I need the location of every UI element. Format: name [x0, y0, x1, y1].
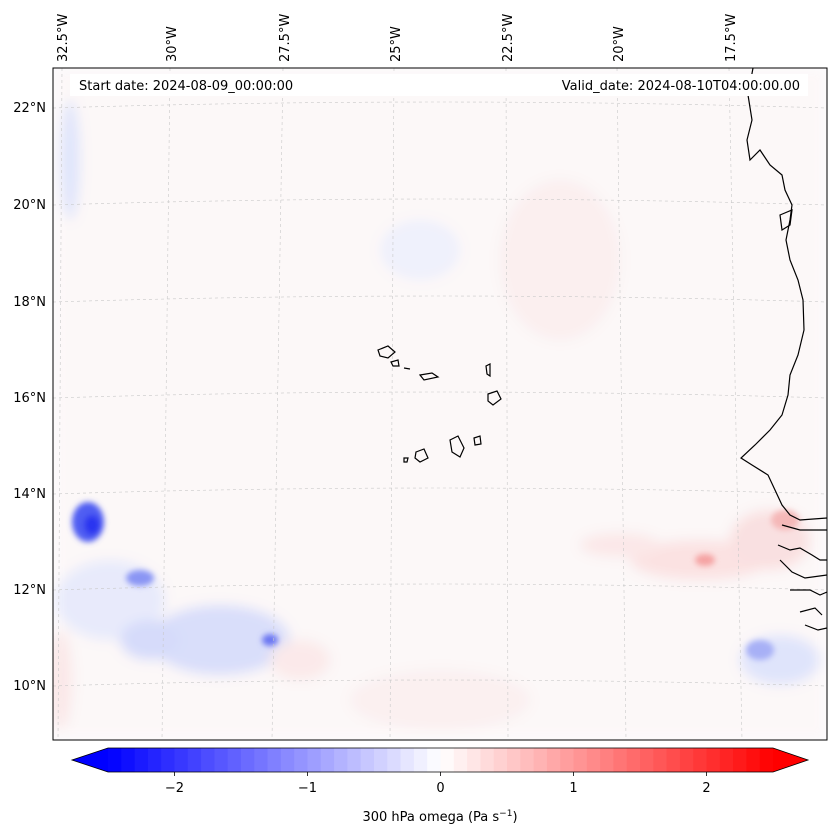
lat-label-20n: 20°N [13, 198, 46, 213]
colorbar-outline [70, 747, 810, 773]
colorbar-cell [108, 748, 122, 772]
lat-label-12n: 12°N [13, 583, 46, 598]
colorbar-cell [706, 748, 721, 772]
lat-label-14n: 14°N [13, 487, 46, 502]
colorbar: −2 −1 0 1 2 300 hPa omega (Pa s−1) [70, 747, 810, 825]
colorbar-cells [72, 748, 808, 772]
lon-label-30w: 30°W [165, 26, 180, 62]
colorbar-cell [161, 748, 175, 772]
colorbar-cell [400, 748, 415, 772]
colorbar-cell [267, 748, 282, 772]
lat-label-22n: 22°N [13, 101, 46, 116]
lon-label-22-5w: 22.5°W [501, 14, 516, 62]
colorbar-cell [201, 748, 215, 772]
colorbar-cell [480, 748, 495, 772]
colorbar-cell [679, 748, 694, 772]
lon-label-20w: 20°W [612, 26, 627, 62]
colorbar-cell [520, 748, 534, 772]
colorbar-cell [280, 748, 295, 772]
colorbar-extend-max [773, 748, 808, 772]
colorbar-cell [347, 748, 362, 772]
colorbar-extend-min [72, 748, 108, 772]
latitude-labels: 22°N 20°N 18°N 16°N 14°N 12°N 10°N [13, 101, 46, 694]
colorbar-cell [759, 748, 774, 772]
colorbar-cell [493, 748, 508, 772]
colorbar-cell [626, 748, 641, 772]
colorbar-cell [294, 748, 308, 772]
colorbar-tick-label: −1 [298, 781, 317, 796]
colorbar-tick-label: −2 [165, 781, 184, 796]
colorbar-cell [174, 748, 189, 772]
colorbar-cell [413, 748, 428, 772]
colorbar-cell [546, 748, 561, 772]
lon-label-32-5w: 32.5°W [56, 14, 71, 62]
colorbar-tick-label: 2 [702, 781, 710, 796]
colorbar-cell [134, 748, 149, 772]
colorbar-cell [507, 748, 521, 772]
lat-label-16n: 16°N [13, 391, 46, 406]
date-header-box [70, 74, 808, 96]
colorbar-cell [427, 748, 441, 772]
colorbar-cell [387, 748, 401, 772]
colorbar-cell [453, 748, 468, 772]
lat-label-18n: 18°N [13, 295, 46, 310]
colorbar-cell [320, 748, 335, 772]
lon-label-17-5w: 17.5°W [724, 14, 739, 62]
colorbar-cell [653, 748, 667, 772]
omega-field [53, 68, 827, 740]
colorbar-cell [586, 748, 601, 772]
coastline [740, 68, 827, 631]
colorbar-cell [214, 748, 229, 772]
colorbar-cell [187, 748, 202, 772]
colorbar-cell [307, 748, 322, 772]
lon-label-25w: 25°W [389, 26, 404, 62]
colorbar-cell [560, 748, 574, 772]
lat-label-10n: 10°N [13, 679, 46, 694]
colorbar-tick-label: 0 [436, 781, 444, 796]
colorbar-cell [254, 748, 268, 772]
map-frame [52, 67, 828, 741]
colorbar-cell [533, 748, 548, 772]
colorbar-cell [600, 748, 614, 772]
lon-label-27-5w: 27.5°W [278, 14, 293, 62]
colorbar-label: 300 hPa omega (Pa s−1) [362, 809, 517, 825]
colorbar-cell [121, 748, 135, 772]
colorbar-cell [360, 748, 375, 772]
valid-date-label: Valid_date: 2024-08-10T04:00:00.00 [562, 79, 800, 94]
longitude-labels: 32.5°W 30°W 27.5°W 25°W 22.5°W 20°W 17.5… [56, 14, 739, 62]
colorbar-tick-label: 1 [569, 781, 577, 796]
colorbar-cell [666, 748, 681, 772]
colorbar-ticks: −2 −1 0 1 2 [165, 772, 711, 796]
colorbar-cell [467, 748, 481, 772]
colorbar-cell [640, 748, 654, 772]
colorbar-cell [334, 748, 348, 772]
colorbar-cell [693, 748, 707, 772]
colorbar-cell [241, 748, 255, 772]
colorbar-cell [440, 748, 455, 772]
cape-verde-islands [377, 345, 502, 463]
colorbar-cell [573, 748, 588, 772]
colorbar-cell [733, 748, 747, 772]
map-panel: Start date: 2024-08-09_00:00:00 Valid_da… [52, 67, 828, 741]
colorbar-cell [374, 748, 388, 772]
colorbar-cell [227, 748, 242, 772]
colorbar-cell [613, 748, 628, 772]
colorbar-cell [719, 748, 734, 772]
colorbar-cell [746, 748, 761, 772]
gridlines [53, 68, 827, 740]
colorbar-cell [147, 748, 162, 772]
start-date-label: Start date: 2024-08-09_00:00:00 [79, 79, 293, 94]
